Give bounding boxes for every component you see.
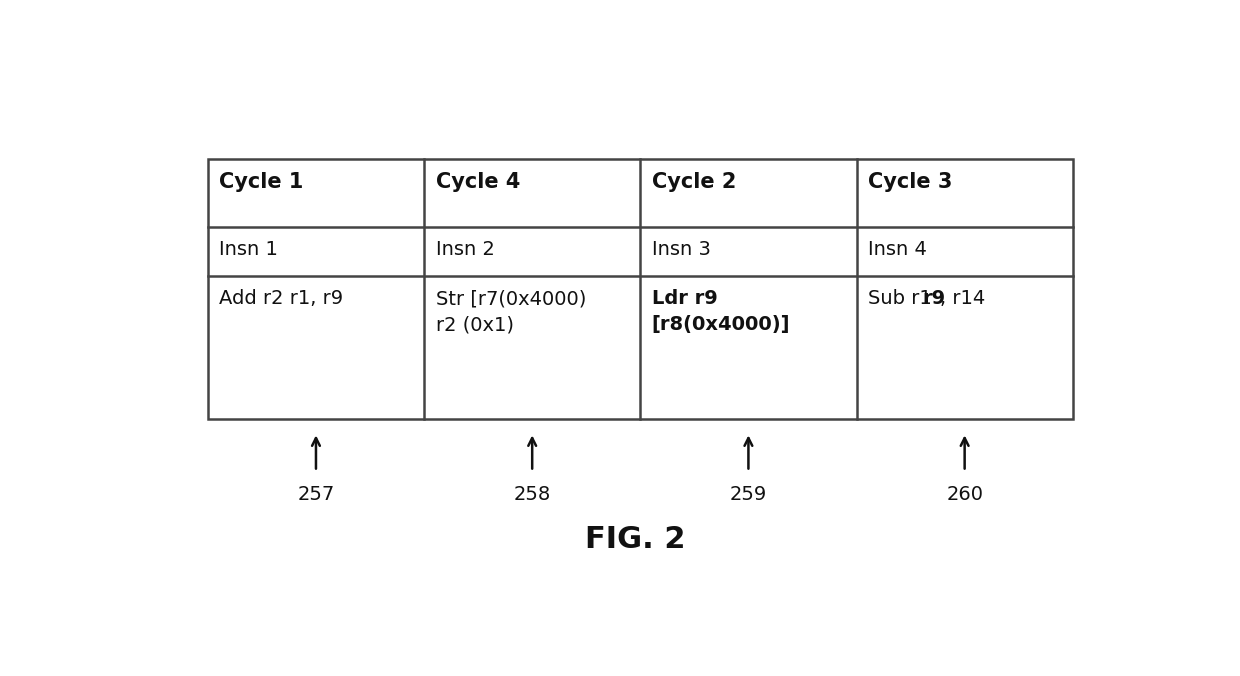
Text: Ldr r9: Ldr r9 [652,289,718,308]
Text: r9: r9 [923,289,945,308]
Text: Add r2 r1, r9: Add r2 r1, r9 [219,289,343,308]
Text: , r14: , r14 [940,289,986,308]
Text: Sub r1: Sub r1 [868,289,939,308]
Text: FIG. 2: FIG. 2 [585,525,686,554]
Bar [208,160,1073,419]
Text: Cycle 1: Cycle 1 [219,172,304,192]
Text: Cycle 4: Cycle 4 [435,172,520,192]
Text: r2 (0x1): r2 (0x1) [435,315,513,334]
Text: Sub r1: Sub r1 [868,289,939,308]
Text: 257: 257 [298,485,335,504]
Text: 259: 259 [730,485,768,504]
Text: 260: 260 [946,485,983,504]
Text: Insn 1: Insn 1 [219,240,278,259]
Text: Cycle 3: Cycle 3 [868,172,952,192]
Text: r9: r9 [923,289,945,308]
Text: Insn 2: Insn 2 [435,240,495,259]
Text: Cycle 2: Cycle 2 [652,172,737,192]
Text: [r8(0x4000)]: [r8(0x4000)] [652,315,790,334]
Text: Insn 4: Insn 4 [868,240,928,259]
Text: Str [r7(0x4000): Str [r7(0x4000) [435,289,587,308]
Text: Insn 3: Insn 3 [652,240,711,259]
Text: 258: 258 [513,485,551,504]
